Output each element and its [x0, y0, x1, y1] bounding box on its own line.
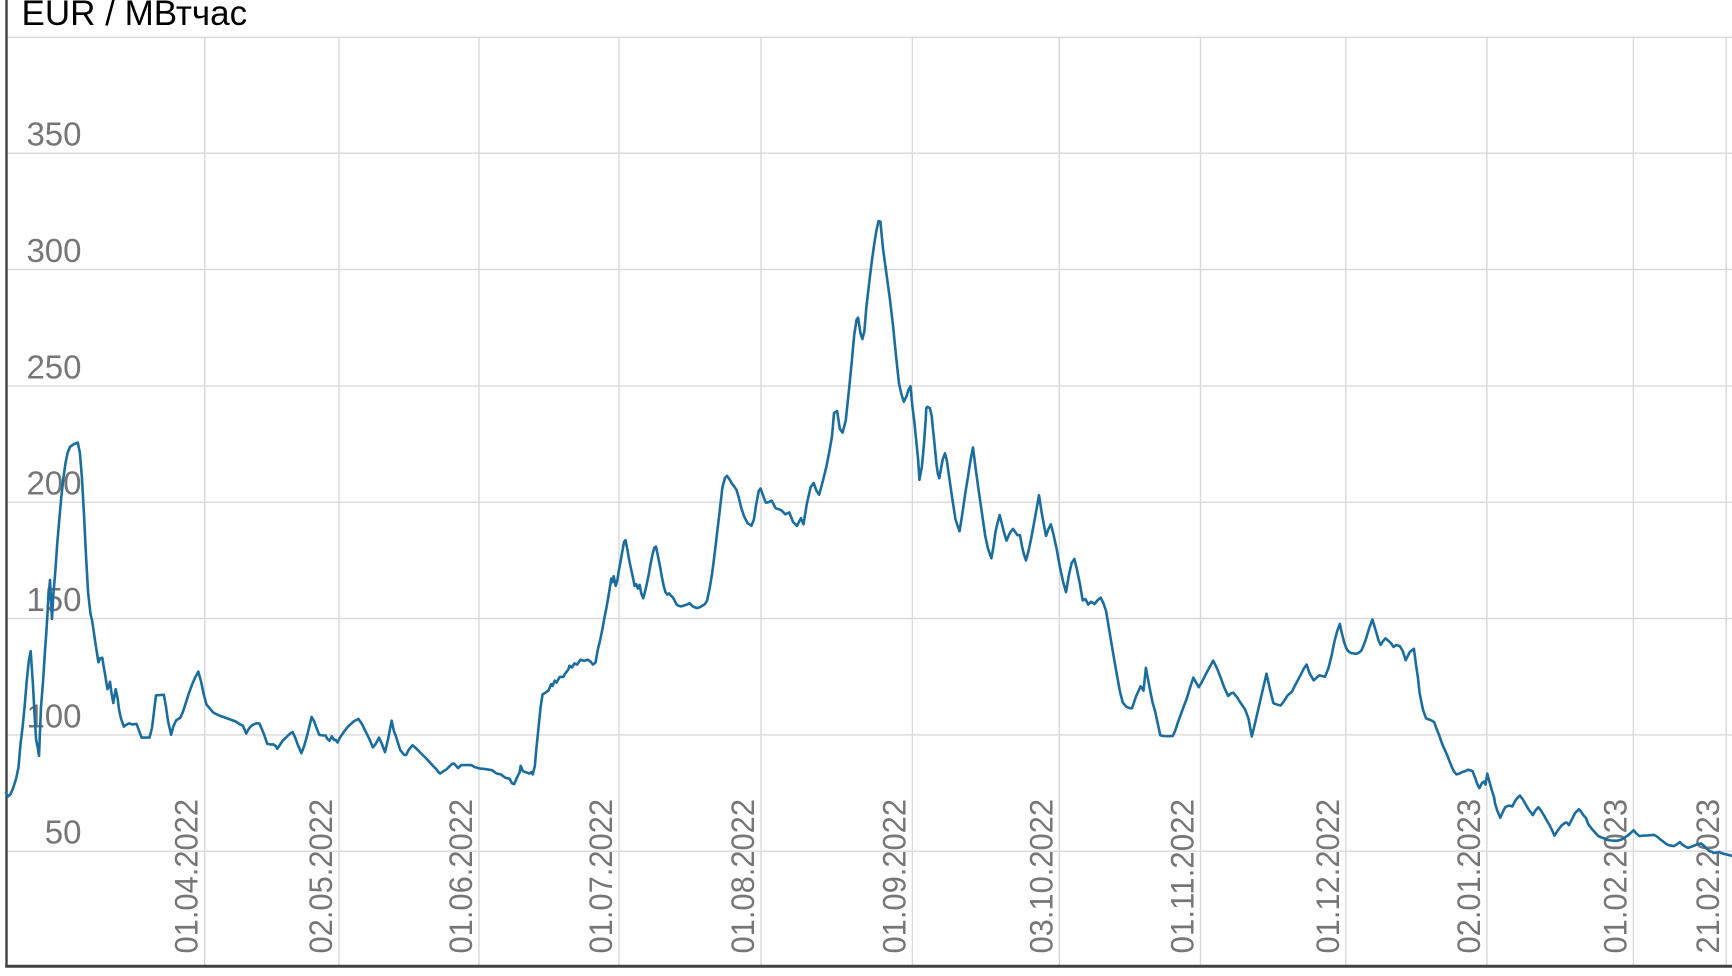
svg-text:01.02.2023: 01.02.2023 — [1597, 799, 1633, 954]
svg-text:250: 250 — [26, 348, 81, 385]
svg-text:01.04.2022: 01.04.2022 — [169, 799, 205, 954]
svg-text:02.05.2022: 02.05.2022 — [303, 799, 339, 954]
svg-text:200: 200 — [26, 465, 81, 502]
svg-text:01.12.2022: 01.12.2022 — [1310, 799, 1346, 954]
svg-text:01.07.2022: 01.07.2022 — [583, 799, 619, 954]
svg-text:EUR / МВтчас: EUR / МВтчас — [22, 0, 248, 33]
svg-text:01.09.2022: 01.09.2022 — [876, 799, 912, 954]
svg-text:03.10.2022: 03.10.2022 — [1023, 799, 1059, 954]
svg-text:350: 350 — [26, 116, 81, 153]
svg-text:300: 300 — [26, 232, 81, 269]
svg-text:01.06.2022: 01.06.2022 — [443, 799, 479, 954]
svg-text:21.02.2023: 21.02.2023 — [1690, 799, 1726, 954]
svg-text:01.08.2022: 01.08.2022 — [725, 799, 761, 954]
svg-text:01.11.2022: 01.11.2022 — [1165, 799, 1201, 954]
svg-text:50: 50 — [45, 814, 82, 851]
svg-text:02.01.2023: 02.01.2023 — [1451, 799, 1487, 954]
